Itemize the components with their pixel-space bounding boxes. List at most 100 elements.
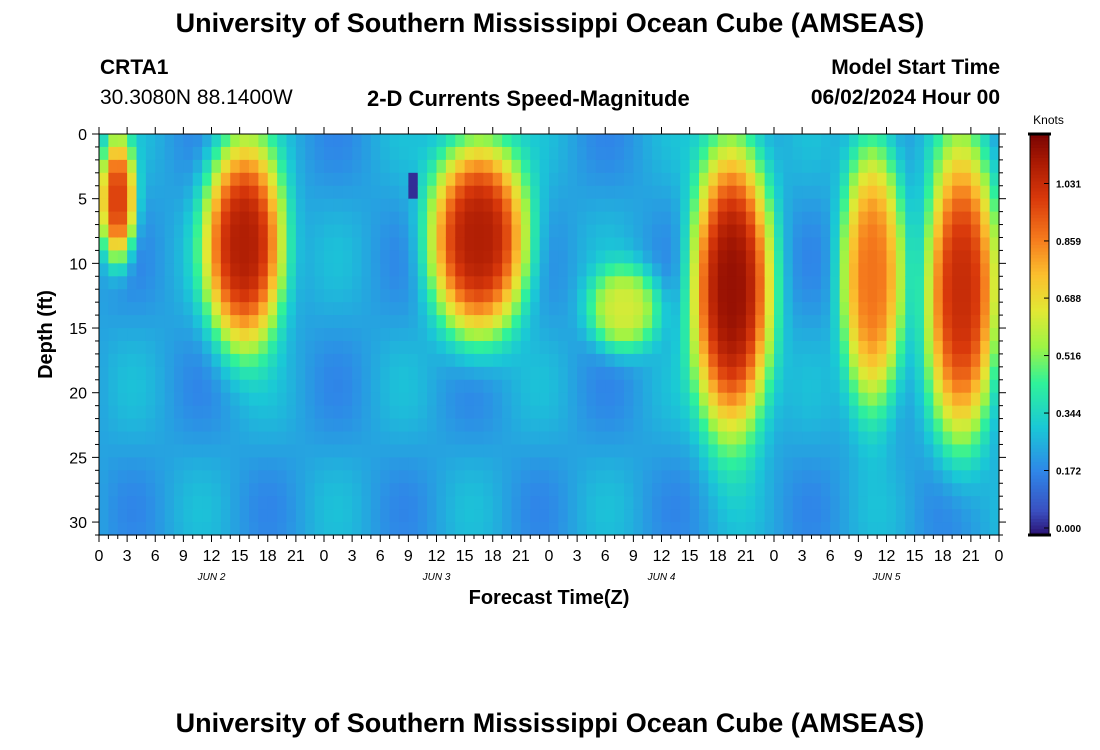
heatmap-cell	[970, 263, 981, 277]
heatmap-cell	[127, 328, 138, 342]
heatmap-cell	[745, 392, 756, 407]
heatmap-cell	[830, 457, 841, 471]
heatmap-cell	[474, 198, 484, 213]
heatmap-cell	[464, 366, 475, 381]
heatmap-cell	[811, 405, 822, 420]
heatmap-cell	[174, 250, 184, 264]
heatmap-cell	[877, 431, 888, 446]
heatmap-cell	[239, 185, 250, 200]
heatmap-cell	[380, 198, 391, 213]
heatmap-cell	[483, 289, 494, 303]
heatmap-cell	[99, 379, 109, 394]
heatmap-cell	[914, 444, 925, 458]
heatmap-cell	[520, 302, 531, 316]
heatmap-cell	[755, 470, 766, 484]
heatmap-cell	[980, 366, 991, 381]
heatmap-cell	[933, 211, 944, 226]
heatmap-cell	[520, 496, 531, 510]
heatmap-cell	[839, 457, 850, 471]
heatmap-cell	[483, 237, 494, 252]
heatmap-cell	[211, 237, 222, 252]
heatmap-cell	[830, 159, 841, 174]
heatmap-cell	[567, 185, 578, 200]
heatmap-cell	[783, 289, 794, 303]
heatmap-cell	[164, 483, 175, 497]
heatmap-cell	[145, 237, 156, 252]
colorbar-swatch	[1030, 264, 1049, 269]
heatmap-cell	[942, 315, 953, 329]
heatmap-cell	[549, 211, 559, 226]
heatmap-cell	[145, 289, 156, 303]
heatmap-cell	[558, 237, 569, 252]
heatmap-cell	[361, 172, 372, 187]
heatmap-cell	[811, 353, 822, 368]
heatmap-cell	[905, 198, 916, 213]
heatmap-cell	[577, 263, 588, 277]
heatmap-cell	[249, 185, 259, 200]
heatmap-cell	[295, 405, 306, 420]
heatmap-cell	[202, 224, 213, 239]
heatmap-cell	[886, 198, 897, 213]
heatmap-cell	[905, 159, 916, 174]
heatmap-cell	[605, 328, 616, 342]
heatmap-cell	[830, 340, 841, 355]
heatmap-cell	[389, 134, 400, 148]
heatmap-cell	[558, 185, 569, 200]
heatmap-cell	[174, 263, 184, 277]
colorbar-swatch	[1030, 488, 1049, 493]
heatmap-cell	[764, 198, 775, 213]
heatmap-cell	[492, 379, 503, 394]
heatmap-cell	[783, 302, 794, 316]
heatmap-cell	[474, 289, 484, 303]
heatmap-cell	[136, 237, 147, 252]
heatmap-cell	[239, 366, 250, 381]
heatmap-cell	[567, 276, 578, 290]
heatmap-cell	[802, 237, 813, 252]
heatmap-cell	[155, 185, 166, 200]
colorbar-tick-label: 0.688	[1056, 294, 1081, 305]
heatmap-cell	[680, 172, 691, 187]
heatmap-cell	[380, 211, 391, 226]
heatmap-cell	[117, 224, 128, 239]
heatmap-cell	[455, 405, 466, 420]
heatmap-cell	[333, 496, 344, 510]
heatmap-cell	[314, 328, 325, 342]
heatmap-cell	[211, 483, 222, 497]
heatmap-cell	[605, 366, 616, 381]
heatmap-cell	[417, 483, 428, 497]
heatmap-cell	[670, 366, 681, 381]
heatmap-cell	[136, 224, 147, 239]
heatmap-cell	[952, 302, 963, 316]
colorbar-swatch	[1030, 190, 1049, 195]
heatmap-cell	[652, 470, 663, 484]
heatmap-cell	[886, 496, 897, 510]
colorbar-swatch	[1030, 361, 1049, 366]
heatmap-cell	[530, 328, 541, 342]
heatmap-cell	[427, 431, 438, 446]
heatmap-cell	[380, 328, 391, 342]
x-tick-label: 0	[95, 548, 104, 565]
heatmap-cell	[792, 276, 803, 290]
heatmap-cell	[445, 483, 456, 497]
heatmap-cell	[183, 211, 194, 226]
heatmap-cell	[652, 444, 663, 458]
heatmap-cell	[661, 250, 672, 264]
heatmap-cell	[942, 522, 953, 536]
heatmap-cell	[436, 198, 447, 213]
heatmap-cell	[108, 198, 119, 213]
heatmap-cell	[595, 302, 606, 316]
heatmap-cell	[595, 340, 606, 355]
heatmap-cell	[539, 470, 550, 484]
heatmap-cell	[642, 237, 653, 252]
heatmap-cell	[567, 418, 578, 433]
heatmap-cell	[108, 224, 119, 239]
heatmap-cell	[970, 276, 981, 290]
heatmap-cell	[567, 366, 578, 381]
heatmap-cell	[277, 366, 288, 381]
heatmap-cell	[577, 289, 588, 303]
heatmap-cell	[145, 159, 156, 174]
heatmap-cell	[867, 353, 878, 368]
heatmap-cell	[774, 237, 784, 252]
heatmap-cell	[492, 159, 503, 174]
heatmap-cell	[492, 444, 503, 458]
